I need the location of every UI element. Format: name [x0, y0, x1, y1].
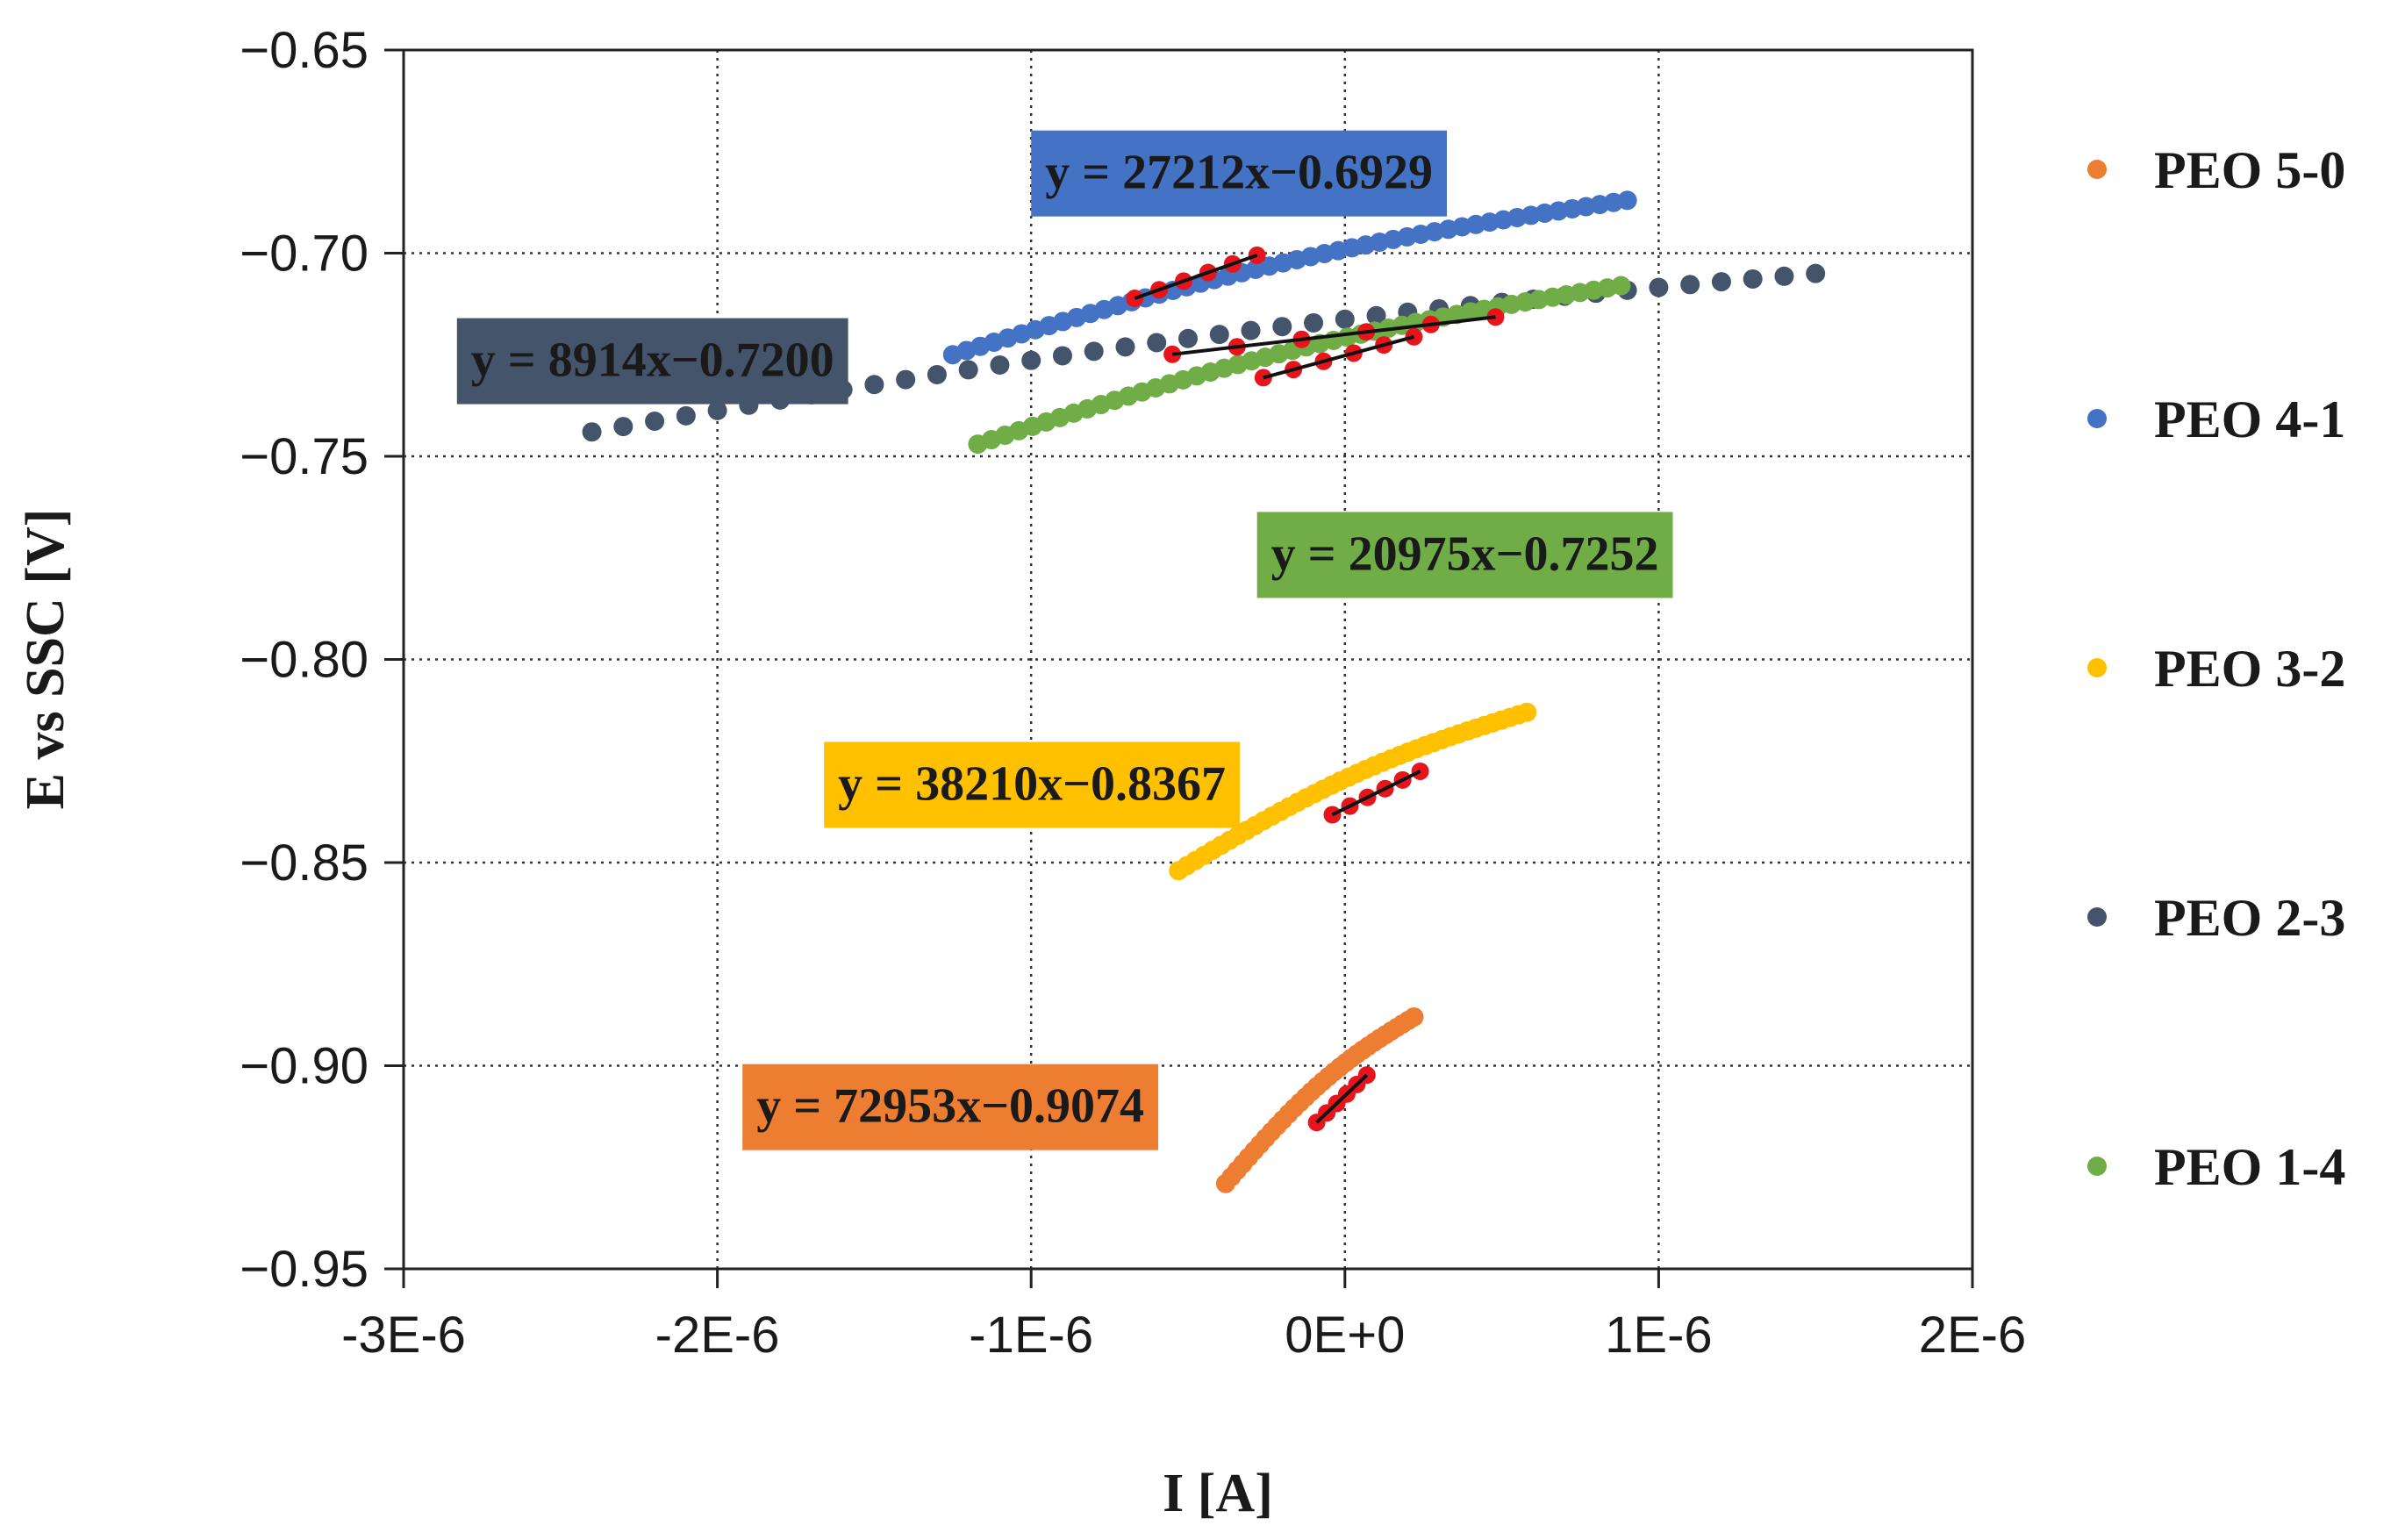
- equation-box: [824, 741, 1241, 828]
- data-point: [1115, 337, 1135, 357]
- data-point: [1517, 702, 1537, 722]
- data-point: [1806, 263, 1826, 283]
- data-point: [613, 417, 633, 437]
- fit-line: [1171, 315, 1496, 356]
- data-point: [645, 411, 665, 431]
- data-point: [1649, 277, 1669, 297]
- data-point: [1611, 276, 1631, 296]
- legend-marker: [2087, 1157, 2107, 1176]
- y-tick-label: −0.65: [240, 22, 369, 79]
- data-point: [1304, 312, 1324, 333]
- data-point: [1209, 325, 1229, 345]
- data-point: [1052, 346, 1072, 366]
- data-point: [958, 360, 978, 380]
- y-axis-title: E vs SSC [V]: [16, 509, 75, 810]
- data-point: [1404, 1006, 1424, 1027]
- legend-label: PEO 5-0: [2154, 141, 2345, 199]
- fit-overlays: [1126, 246, 1505, 1132]
- axis-ticks: -3E-6 -2E-6 -1E-6 0E+0 1E-6 2E-6 −0.65 −0.70 −0.…: [240, 22, 2026, 1364]
- equation-labels: y = 27212x−0.6929 y = 8914x−0.7200 y = 209…: [456, 130, 1673, 1150]
- equation-text: y = 72953x−0.9074: [756, 1079, 1144, 1134]
- y-tick-label: −0.80: [240, 632, 369, 689]
- legend: PEO 5-0 PEO 4-1 PEO 3-2 PEO 2-3 PEO 1-4: [2087, 141, 2345, 1196]
- data-point: [1084, 341, 1104, 362]
- data-point: [1711, 272, 1731, 292]
- x-tick-label: 0E+0: [1285, 1307, 1405, 1364]
- legend-marker: [2087, 160, 2107, 179]
- x-tick-label: -2E-6: [655, 1307, 780, 1364]
- equation-text: y = 27212x−0.6929: [1045, 146, 1433, 200]
- legend-marker: [2087, 409, 2107, 428]
- legend-label: PEO 1-4: [2154, 1138, 2345, 1196]
- data-point: [1272, 317, 1292, 337]
- equation-box: [456, 318, 848, 405]
- data-point: [1021, 350, 1041, 370]
- equation-text: y = 8914x−0.7200: [471, 333, 834, 388]
- legend-label: PEO 4-1: [2154, 390, 2345, 448]
- gridlines: [404, 50, 1972, 1269]
- data-point: [864, 375, 884, 395]
- data-point: [896, 369, 916, 390]
- data-point: [1774, 266, 1794, 286]
- y-tick-label: −0.85: [240, 834, 369, 892]
- legend-label: PEO 3-2: [2154, 640, 2345, 698]
- data-point: [1617, 190, 1637, 211]
- legend-marker: [2087, 907, 2107, 927]
- data-point: [1743, 269, 1763, 289]
- data-point: [676, 405, 696, 426]
- y-tick-label: −0.70: [240, 226, 369, 283]
- equation-box: [742, 1064, 1159, 1150]
- data-point: [1241, 320, 1261, 340]
- fit-line: [1263, 334, 1414, 380]
- fit-line: [1134, 254, 1258, 300]
- data-point: [1335, 309, 1355, 329]
- y-tick-label: −0.95: [240, 1241, 369, 1298]
- y-tick-label: −0.90: [240, 1038, 369, 1095]
- equation-text: y = 20975x−0.7252: [1271, 526, 1659, 581]
- legend-label: PEO 2-3: [2154, 889, 2345, 947]
- equation-box: [1031, 130, 1448, 217]
- data-point: [1147, 333, 1167, 353]
- data-point: [707, 400, 727, 420]
- fit-line: [1331, 770, 1421, 817]
- x-axis-title: I [A]: [1163, 1464, 1273, 1523]
- data-point: [927, 364, 947, 384]
- data-point: [990, 355, 1010, 375]
- x-tick-label: 2E-6: [1919, 1307, 2027, 1364]
- data-point: [1178, 328, 1198, 348]
- legend-marker: [2087, 658, 2107, 677]
- fit-line: [1315, 1073, 1369, 1124]
- x-tick-label: -3E-6: [341, 1307, 466, 1364]
- y-tick-label: −0.75: [240, 428, 369, 485]
- x-tick-label: -1E-6: [969, 1307, 1093, 1364]
- equation-text: y = 38210x−0.8367: [838, 756, 1226, 811]
- equation-box: [1256, 512, 1673, 598]
- data-point: [1366, 305, 1386, 326]
- x-tick-label: 1E-6: [1605, 1307, 1713, 1364]
- data-point: [582, 422, 602, 442]
- data-point: [1680, 275, 1700, 295]
